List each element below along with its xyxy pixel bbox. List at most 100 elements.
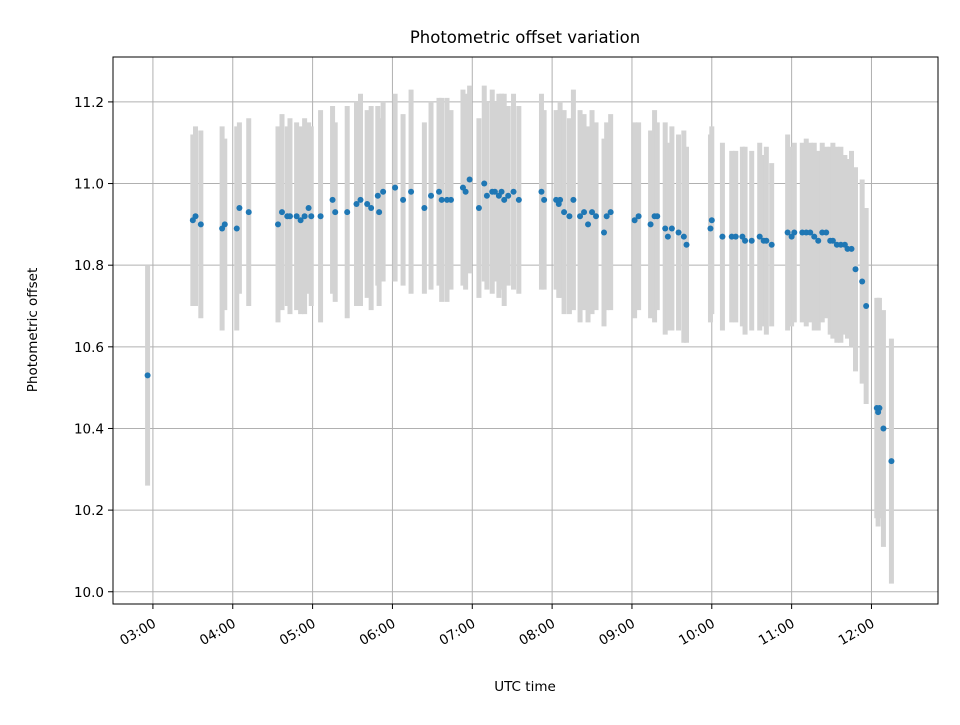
data-point <box>823 229 830 236</box>
data-point <box>408 188 415 195</box>
data-point <box>538 188 545 195</box>
data-point <box>466 176 473 183</box>
data-point <box>829 237 836 244</box>
data-point <box>815 237 822 244</box>
data-point <box>236 205 243 212</box>
data-point <box>368 205 375 212</box>
data-point <box>581 209 588 216</box>
data-point <box>675 229 682 236</box>
data-point <box>357 196 364 203</box>
data-point <box>462 188 469 195</box>
data-point <box>364 200 371 207</box>
data-point <box>498 188 505 195</box>
data-point <box>447 196 454 203</box>
data-point <box>376 209 383 216</box>
data-point <box>732 233 739 240</box>
data-point <box>603 213 610 220</box>
data-point <box>763 237 770 244</box>
data-point <box>275 221 281 228</box>
data-point <box>501 196 508 203</box>
y-tick-label: 10.0 <box>74 585 104 601</box>
data-point <box>768 241 775 248</box>
data-point <box>791 229 798 236</box>
data-point <box>607 209 614 216</box>
data-point <box>647 221 654 228</box>
plot-frame <box>112 56 939 605</box>
data-point <box>483 192 490 199</box>
data-point <box>876 405 883 412</box>
data-point <box>192 213 199 220</box>
data-point <box>880 425 887 432</box>
data-point <box>374 192 381 199</box>
data-point <box>510 188 517 195</box>
data-point <box>436 188 443 195</box>
data-point <box>577 213 584 220</box>
chart-title: Photometric offset variation <box>410 28 640 47</box>
y-tick-label: 10.2 <box>74 503 104 519</box>
data-point <box>278 209 285 216</box>
data-point <box>557 196 564 203</box>
data-point <box>541 196 548 203</box>
y-tick-label: 11.0 <box>74 177 104 193</box>
data-point <box>635 213 642 220</box>
data-point <box>631 217 638 224</box>
data-point <box>221 221 228 228</box>
data-point <box>245 209 252 216</box>
data-point <box>748 237 755 244</box>
data-point <box>505 192 512 199</box>
data-point <box>421 205 428 212</box>
y-tick-label: 10.8 <box>74 258 104 274</box>
y-axis-label: Photometric offset <box>25 268 41 392</box>
data-point <box>848 245 855 252</box>
data-point <box>144 372 151 379</box>
data-point <box>708 217 715 224</box>
data-point <box>852 266 859 273</box>
data-point <box>888 458 895 465</box>
data-point <box>601 229 608 236</box>
data-point <box>662 225 669 232</box>
data-point <box>863 303 870 310</box>
x-axis-label: UTC time <box>494 679 556 695</box>
data-point <box>585 221 592 228</box>
data-point <box>683 241 690 248</box>
data-point <box>308 213 315 220</box>
data-points <box>144 176 895 465</box>
data-point <box>400 196 407 203</box>
data-point <box>742 237 749 244</box>
data-point <box>293 213 300 220</box>
data-point <box>197 221 204 228</box>
data-point <box>305 205 312 212</box>
data-point <box>664 233 671 240</box>
data-point <box>756 233 763 240</box>
data-point <box>438 196 445 203</box>
data-point <box>329 196 336 203</box>
data-point <box>491 188 498 195</box>
y-tick-label: 11.2 <box>74 95 104 111</box>
grid <box>113 57 938 604</box>
data-point <box>807 229 814 236</box>
data-point <box>707 225 714 232</box>
data-point <box>286 213 293 220</box>
data-point <box>680 233 687 240</box>
data-point <box>233 225 240 232</box>
y-tick-label: 10.4 <box>74 421 104 437</box>
data-point <box>515 196 522 203</box>
data-point <box>811 233 818 240</box>
data-point <box>566 213 573 220</box>
data-point <box>428 192 435 199</box>
y-tick-label: 10.6 <box>74 340 104 356</box>
data-point <box>654 213 661 220</box>
data-point <box>297 217 304 224</box>
data-point <box>344 209 351 216</box>
y-axis: 10.0 10.2 10.4 10.6 10.8 11.0 11.2 <box>74 95 113 601</box>
data-point <box>301 213 308 220</box>
data-point <box>784 229 791 236</box>
data-point <box>332 209 339 216</box>
data-point <box>392 184 399 191</box>
data-point <box>570 196 577 203</box>
data-point <box>475 205 482 212</box>
data-point <box>593 213 600 220</box>
data-point <box>859 278 866 285</box>
